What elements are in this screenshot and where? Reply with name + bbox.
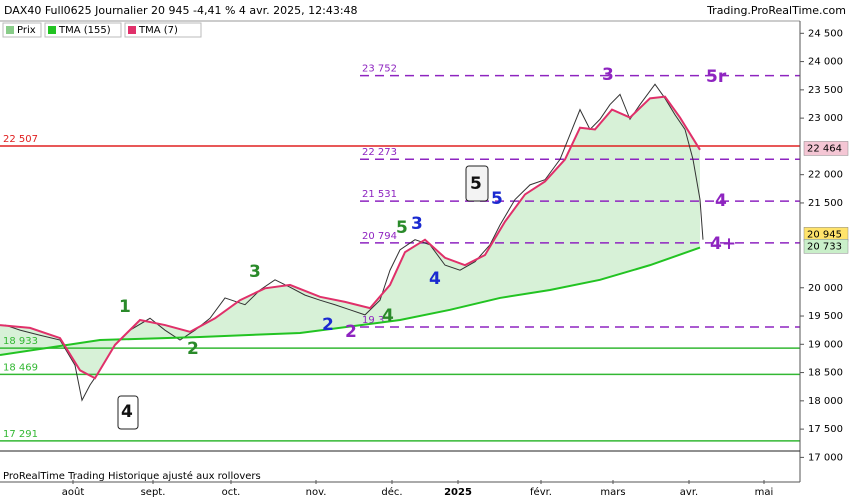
y-tick-label: 24 500: [808, 28, 843, 39]
legend-item: [124, 22, 202, 38]
legend: Prix TMA (155) TMA (7): [2, 22, 202, 38]
price-badge-label: 20 733: [807, 241, 842, 252]
legend-label: TMA (7): [138, 25, 178, 36]
price-badge: [803, 239, 849, 254]
series-line: [0, 246, 701, 357]
level-label: 21 531: [362, 189, 397, 200]
series-line: [0, 95, 701, 380]
level-label: 22 273: [362, 147, 397, 158]
wave-label: 2: [187, 339, 199, 359]
x-tick-label: mars: [600, 487, 625, 498]
x-tick-label: août: [62, 486, 85, 498]
x-tick-label: nov.: [306, 487, 327, 498]
wave-label: 5: [470, 174, 482, 194]
wave-label: 3: [411, 214, 423, 234]
x-tick-label: 2025: [444, 487, 472, 498]
y-tick-label: 17 000: [808, 452, 843, 463]
level-label: 18 469: [3, 362, 38, 373]
y-tick-label: 17 500: [808, 424, 843, 435]
x-tick-label: avr.: [680, 487, 698, 498]
y-tick-label: 24 000: [808, 57, 843, 68]
wave-label: 1: [119, 297, 131, 317]
wave-label: 4: [715, 191, 727, 211]
x-tick-label: déc.: [381, 486, 402, 498]
y-tick-label: 20 000: [808, 283, 843, 294]
x-tick-label: oct.: [222, 487, 241, 498]
level-label: 20 794: [362, 231, 397, 242]
wave-label: 4: [121, 402, 133, 422]
price-badge-label: 20 945: [807, 229, 842, 240]
wave-labels: 1 2 3 4 2 4 5 3 4 2 5 5 3 5r 4 4+: [117, 65, 736, 430]
price-badge: [803, 141, 849, 156]
level-label: 22 507: [3, 134, 38, 145]
x-tick-label: sept.: [141, 487, 166, 498]
header-site: Trading.ProRealTime.com: [706, 4, 846, 17]
y-tick-label: 23 500: [808, 85, 843, 96]
y-tick-label: 19 500: [808, 311, 843, 322]
y-tick-label: 18 500: [808, 368, 843, 379]
wave-label: 4: [382, 306, 394, 326]
wave-label: 2: [322, 315, 334, 335]
y-tick-label: 21 500: [808, 198, 843, 209]
footer: ProRealTime Trading Historique ajusté au…: [3, 470, 261, 482]
wave-label: 3: [602, 65, 614, 85]
y-tick-label: 18 000: [808, 396, 843, 407]
label-box: [465, 165, 489, 202]
wave-label: 4+: [710, 234, 736, 254]
wave-label: 3: [249, 262, 261, 282]
wave-label: 5r: [706, 67, 727, 87]
level-label: 23 752: [362, 64, 397, 75]
header-title: DAX40 Full0625 Journalier 20 945 -4,41 %…: [4, 4, 358, 17]
legend-swatch: [6, 26, 14, 34]
legend-item: [44, 22, 122, 38]
trend-area: [0, 96, 700, 379]
y-tick-label: 19 000: [808, 339, 843, 350]
wave-label: 2: [345, 322, 357, 342]
y-tick-label: 22 000: [808, 170, 843, 181]
legend-swatch: [48, 26, 56, 34]
wave-label: 5: [396, 218, 408, 238]
level-label: 19 3: [362, 315, 384, 326]
y-tick-label: 23 000: [808, 113, 843, 124]
x-tick-label: févr.: [530, 486, 552, 498]
level-label: 17 291: [3, 429, 38, 440]
price-badge-label: 22 464: [807, 143, 842, 154]
legend-label: TMA (155): [58, 25, 111, 36]
wave-label: 4: [429, 269, 441, 289]
x-tick-label: mai: [755, 487, 774, 498]
legend-swatch: [128, 26, 136, 34]
legend-label: Prix: [17, 25, 36, 36]
wave-label: 5: [491, 189, 503, 209]
label-box: [117, 395, 139, 430]
level-label: 18 933: [3, 336, 38, 347]
